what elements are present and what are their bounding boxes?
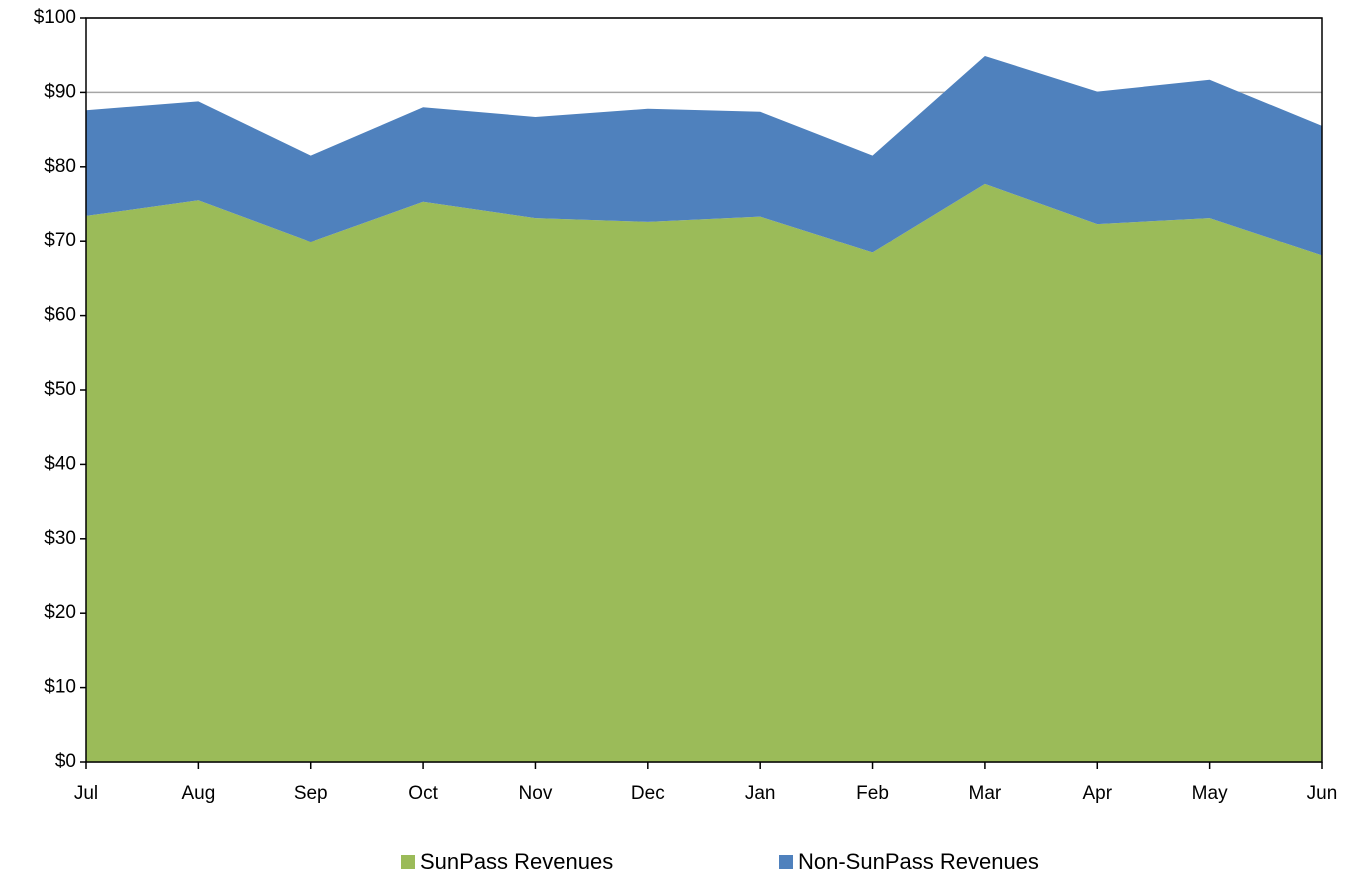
y-tick-label: $90	[44, 81, 76, 102]
x-tick-label: Nov	[519, 783, 553, 804]
y-tick-label: $50	[44, 379, 76, 400]
x-tick-label: Jul	[74, 783, 98, 804]
x-tick-label: Jun	[1307, 783, 1338, 804]
area	[86, 183, 1322, 763]
y-tick-label: $70	[44, 230, 76, 251]
y-tick-label: $20	[44, 602, 76, 623]
y-tick-label: $10	[44, 677, 76, 698]
x-tick-label: May	[1192, 783, 1228, 804]
x-tick-label: Sep	[294, 783, 328, 804]
x-tick-label: Dec	[631, 783, 665, 804]
y-tick-label: $0	[55, 751, 76, 772]
x-tick-label: Mar	[969, 783, 1002, 804]
y-tick-label: $30	[44, 528, 76, 549]
y-tick-label: $100	[34, 7, 76, 28]
legend-swatch	[779, 855, 793, 869]
x-tick-label: Apr	[1082, 783, 1112, 804]
x-tick-label: Oct	[408, 783, 438, 804]
x-tick-label: Feb	[856, 783, 889, 804]
legend-swatch	[401, 855, 415, 869]
legend-label: Non-SunPass Revenues	[798, 849, 1039, 874]
legend-label: SunPass Revenues	[420, 849, 613, 874]
x-tick-label: Aug	[181, 783, 215, 804]
y-tick-label: $40	[44, 453, 76, 474]
y-tick-label: $80	[44, 156, 76, 177]
x-tick-label: Jan	[745, 783, 776, 804]
y-tick-label: $60	[44, 305, 76, 326]
area	[86, 55, 1322, 256]
